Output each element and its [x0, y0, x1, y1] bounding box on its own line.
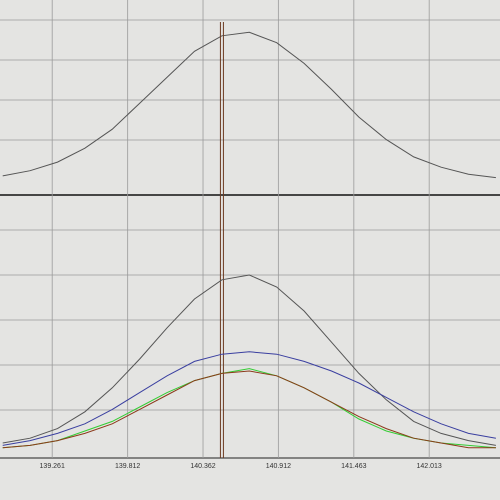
x-tick-label: 139.812 — [115, 463, 140, 470]
data-line — [2, 370, 496, 449]
x-tick-label: 140.362 — [190, 463, 215, 470]
data-line — [2, 274, 496, 446]
data-line — [2, 351, 496, 446]
data-line — [2, 31, 496, 179]
x-tick-label: 141.463 — [341, 463, 366, 470]
x-tick-label: 139.261 — [40, 463, 65, 470]
x-tick-label: 142.013 — [417, 463, 442, 470]
x-tick-label: 140.912 — [266, 463, 291, 470]
